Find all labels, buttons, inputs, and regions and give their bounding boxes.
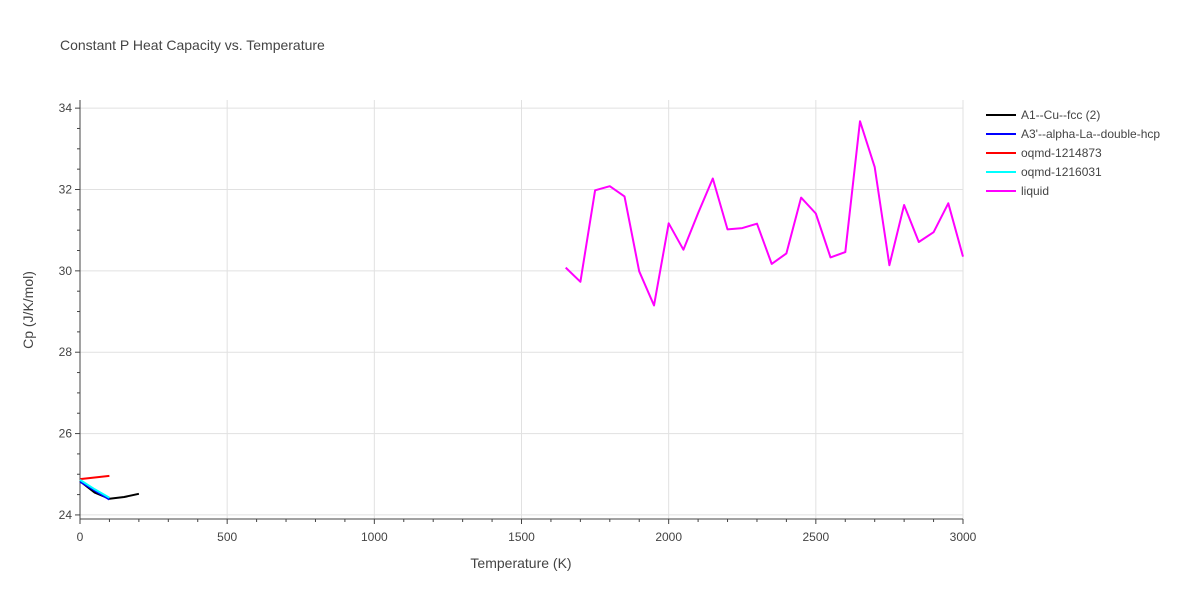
series-line-liquid[interactable] — [565, 120, 964, 307]
y-tick-label: 28 — [59, 345, 73, 359]
grid-lines — [80, 100, 964, 519]
legend-label: oqmd-1214873 — [1021, 146, 1102, 160]
legend-label: A1--Cu--fcc (2) — [1021, 108, 1100, 122]
y-tick-label: 32 — [59, 182, 73, 196]
x-tick-label: 1000 — [361, 530, 388, 544]
legend-item[interactable]: A1--Cu--fcc (2) — [986, 108, 1100, 122]
x-tick-label: 500 — [217, 530, 237, 544]
legend-item[interactable]: oqmd-1216031 — [986, 165, 1102, 179]
x-tick-label: 2000 — [655, 530, 682, 544]
chart-title: Constant P Heat Capacity vs. Temperature — [60, 37, 325, 53]
series-line-a3-alpha-la-double-hcp[interactable] — [79, 480, 110, 501]
series-line-oqmd-1216031[interactable] — [79, 479, 110, 499]
legend-item[interactable]: liquid — [986, 184, 1049, 198]
x-tick-label: 2500 — [802, 530, 829, 544]
series-layer — [79, 120, 964, 501]
axes: 0 500 1000 1500 2000 2500 3000 24 26 28 30 32 34 — [59, 100, 977, 544]
legend-label: oqmd-1216031 — [1021, 165, 1102, 179]
y-tick-label: 24 — [59, 508, 73, 522]
y-tick-label: 30 — [59, 264, 73, 278]
series-line-oqmd-1214873[interactable] — [79, 474, 110, 481]
x-tick-label: 1500 — [508, 530, 535, 544]
series-line-a1-cu-fcc-2-[interactable] — [79, 480, 140, 500]
x-tick-label: 3000 — [950, 530, 977, 544]
x-tick-label: 0 — [77, 530, 84, 544]
legend-label: A3'--alpha-La--double-hcp — [1021, 127, 1160, 141]
legend-item[interactable]: A3'--alpha-La--double-hcp — [986, 127, 1160, 141]
legend[interactable]: A1--Cu--fcc (2) A3'--alpha-La--double-hcp… — [986, 108, 1160, 198]
x-axis-title: Temperature (K) — [470, 555, 571, 571]
y-axis-title: Cp (J/K/mol) — [20, 271, 36, 349]
legend-label: liquid — [1021, 184, 1049, 198]
legend-item[interactable]: oqmd-1214873 — [986, 146, 1102, 160]
y-tick-label: 26 — [59, 427, 73, 441]
y-tick-label: 34 — [59, 101, 73, 115]
